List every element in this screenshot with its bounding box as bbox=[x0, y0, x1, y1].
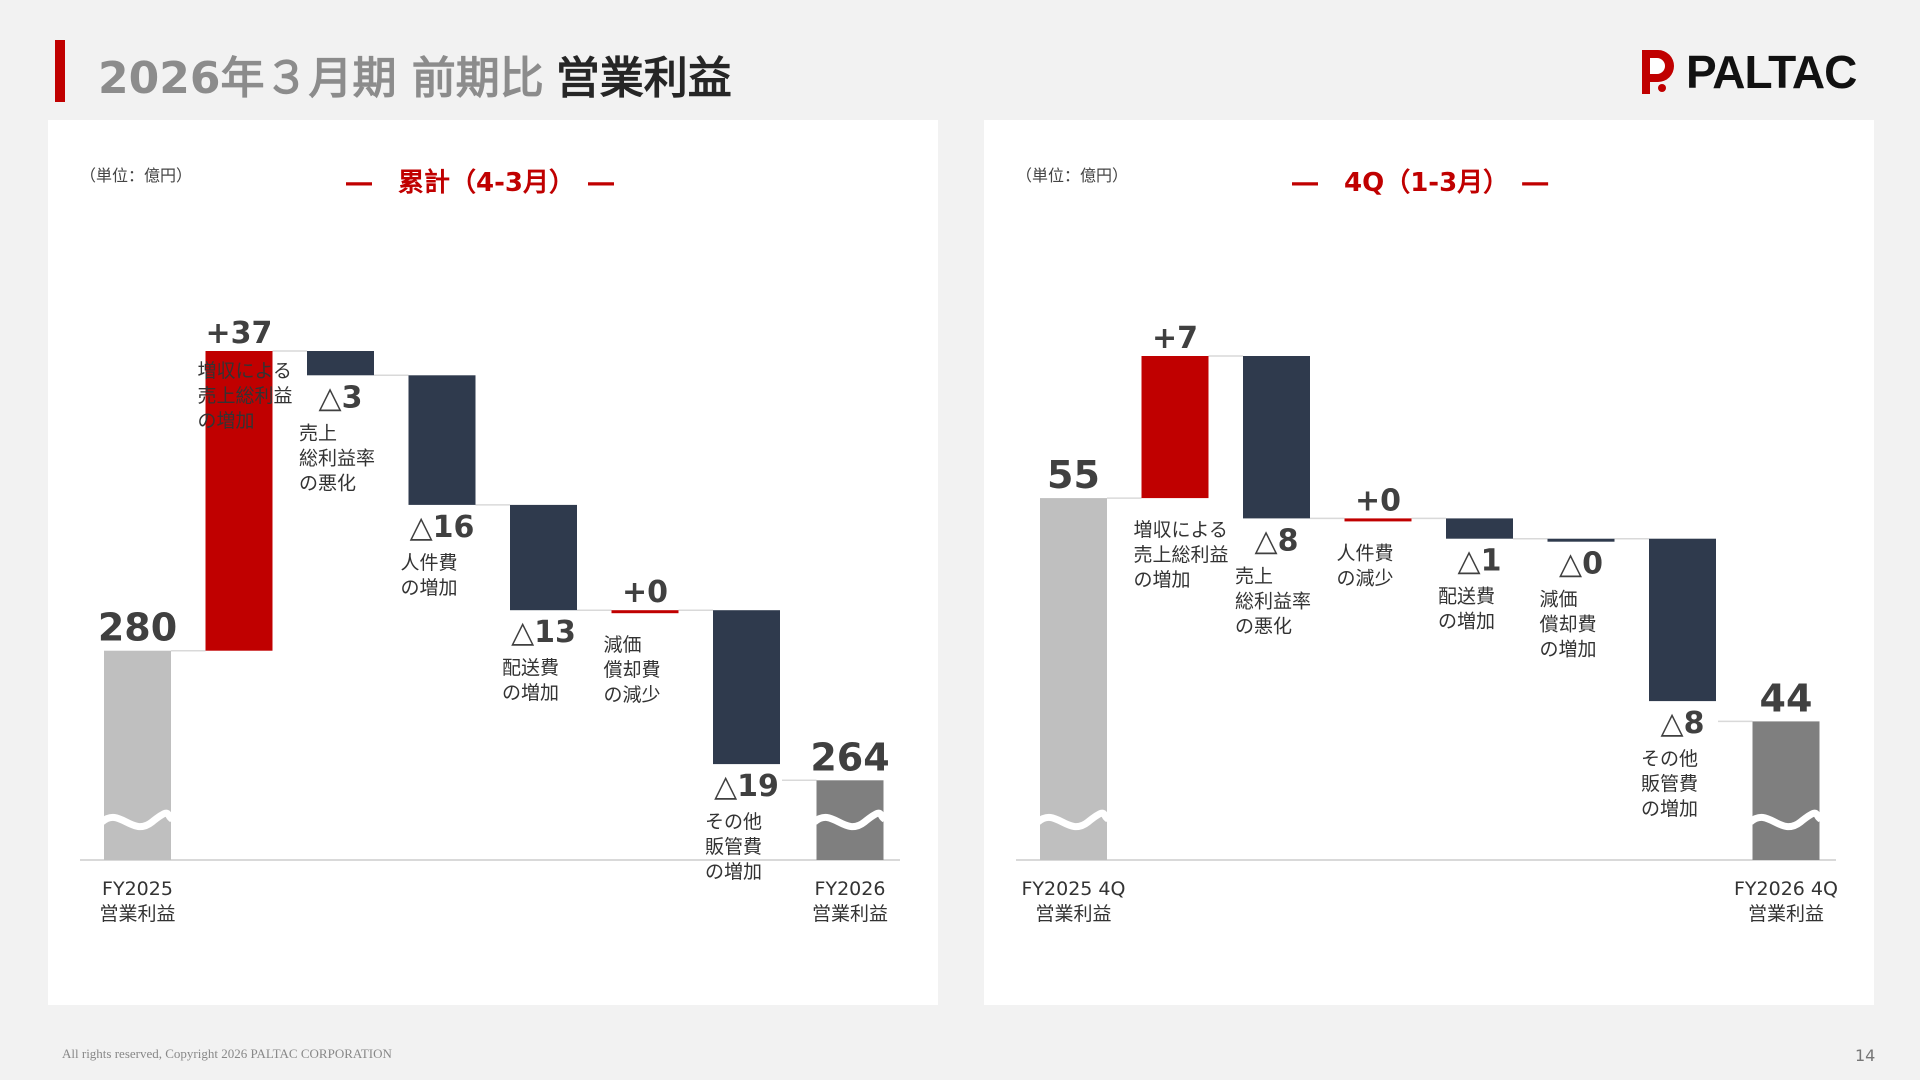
step-category-label: 配送費 bbox=[1438, 586, 1495, 608]
step-category-label: の減少 bbox=[1337, 567, 1394, 589]
quarter-panel: （単位：億円） ― 4Q（1-3月） ― 55 FY2025 4Q 営業利益 +7 増収… bbox=[984, 120, 1874, 1005]
start-category-label: FY2025 4Q bbox=[1022, 878, 1126, 900]
step-value-label: △16 bbox=[410, 510, 475, 545]
start-category-label: 営業利益 bbox=[1035, 903, 1111, 925]
step-category-label: 人件費 bbox=[1337, 542, 1394, 564]
step-category-label: の増加 bbox=[1641, 798, 1698, 820]
step-category-label: 償却費 bbox=[604, 659, 661, 681]
axis-break-mark bbox=[812, 809, 887, 831]
step-value-label: △8 bbox=[1661, 706, 1705, 741]
end-category-label: FY2026 bbox=[815, 878, 886, 900]
step-category-label: その他 bbox=[705, 811, 762, 833]
step-bar bbox=[408, 375, 476, 505]
step-value-label: +0 bbox=[622, 575, 668, 610]
start-value-label: 280 bbox=[98, 606, 177, 650]
step-category-label: 売上 bbox=[299, 422, 337, 444]
step-value-label: △1 bbox=[1458, 544, 1502, 579]
paltac-logo-icon bbox=[1642, 50, 1674, 94]
start-value-label: 55 bbox=[1047, 453, 1100, 497]
step-value-label: △13 bbox=[511, 615, 576, 650]
end-category-label: 営業利益 bbox=[812, 903, 888, 925]
step-category-label: 人件費 bbox=[401, 552, 458, 574]
brand-name: PALTAC bbox=[1686, 46, 1857, 98]
axis-break-mark bbox=[1035, 809, 1111, 831]
step-category-label: 減価 bbox=[1540, 589, 1578, 611]
end-value-label: 44 bbox=[1760, 676, 1813, 720]
step-category-label: 売上総利益 bbox=[198, 385, 293, 407]
step-bar bbox=[1344, 518, 1412, 522]
step-bar bbox=[713, 610, 780, 765]
page-title: 2026年３月期 前期比 営業利益 bbox=[98, 42, 732, 106]
step-bar bbox=[1141, 356, 1209, 499]
step-category-label: 減価 bbox=[604, 634, 642, 656]
end-bar bbox=[1752, 721, 1820, 860]
step-category-label: 増収による bbox=[198, 360, 292, 382]
paltac-logo: PALTAC bbox=[1632, 46, 1857, 98]
axis-break-mark bbox=[99, 809, 175, 831]
step-value-label: +7 bbox=[1152, 321, 1198, 356]
step-category-label: 売上総利益 bbox=[1134, 544, 1229, 566]
step-bar bbox=[1446, 518, 1513, 539]
step-bar bbox=[1243, 356, 1310, 519]
page-title-main: 営業利益 bbox=[555, 53, 732, 104]
step-value-label: +37 bbox=[206, 316, 273, 351]
page-title-prefix: 2026年３月期 前期比 bbox=[98, 53, 544, 104]
step-category-label: の増加 bbox=[1438, 611, 1495, 633]
chart-title: ― 4Q（1-3月） ― bbox=[1292, 168, 1549, 198]
step-category-label: の減少 bbox=[604, 684, 661, 706]
end-category-label: 営業利益 bbox=[1748, 903, 1824, 925]
step-bar bbox=[205, 351, 273, 651]
unit-label: （単位：億円） bbox=[80, 166, 193, 185]
step-category-label: の増加 bbox=[1134, 569, 1191, 591]
start-bar bbox=[1040, 498, 1107, 860]
step-category-label: 配送費 bbox=[502, 657, 559, 679]
end-value-label: 264 bbox=[810, 735, 889, 779]
step-bar bbox=[1547, 538, 1615, 542]
step-bar bbox=[1649, 538, 1716, 702]
step-value-label: +0 bbox=[1355, 483, 1401, 518]
step-category-label: 増収による bbox=[1134, 519, 1228, 541]
step-category-label: 売上 bbox=[1235, 565, 1273, 587]
step-category-label: 販管費 bbox=[1641, 773, 1698, 795]
step-category-label: 販管費 bbox=[705, 836, 762, 858]
unit-label: （単位：億円） bbox=[1016, 166, 1129, 185]
start-category-label: FY2025 bbox=[102, 878, 173, 900]
step-bar bbox=[510, 504, 577, 611]
step-category-label: の増加 bbox=[1540, 639, 1597, 661]
start-category-label: 営業利益 bbox=[99, 903, 175, 925]
cumulative-panel: （単位：億円） ― 累計（4-3月） ― 280 FY2025 営業利益 +37 増収に… bbox=[48, 120, 938, 1005]
step-bar bbox=[307, 351, 374, 376]
step-value-label: △8 bbox=[1255, 523, 1299, 558]
title-accent-bar bbox=[55, 40, 65, 102]
copyright-footer: All rights reserved, Copyright 2026 PALT… bbox=[62, 1046, 392, 1061]
axis-break-mark bbox=[1748, 809, 1823, 831]
step-category-label: の増加 bbox=[198, 410, 255, 432]
end-category-label: FY2026 4Q bbox=[1734, 878, 1838, 900]
page-number: 14 bbox=[1855, 1046, 1876, 1065]
step-category-label: の悪化 bbox=[1235, 615, 1292, 637]
step-category-label: 総利益率 bbox=[299, 447, 375, 469]
step-bar bbox=[611, 610, 679, 614]
step-category-label: の増加 bbox=[502, 682, 559, 704]
step-category-label: の悪化 bbox=[299, 472, 356, 494]
chart-title: ― 累計（4-3月） ― bbox=[346, 168, 614, 198]
step-category-label: の増加 bbox=[401, 577, 458, 599]
step-category-label: 総利益率 bbox=[1235, 590, 1311, 612]
step-category-label: 償却費 bbox=[1540, 614, 1597, 636]
step-category-label: の増加 bbox=[705, 861, 762, 883]
step-value-label: △0 bbox=[1559, 547, 1603, 582]
step-value-label: △19 bbox=[714, 769, 779, 804]
step-category-label: その他 bbox=[1641, 748, 1698, 770]
step-value-label: △3 bbox=[319, 380, 363, 415]
